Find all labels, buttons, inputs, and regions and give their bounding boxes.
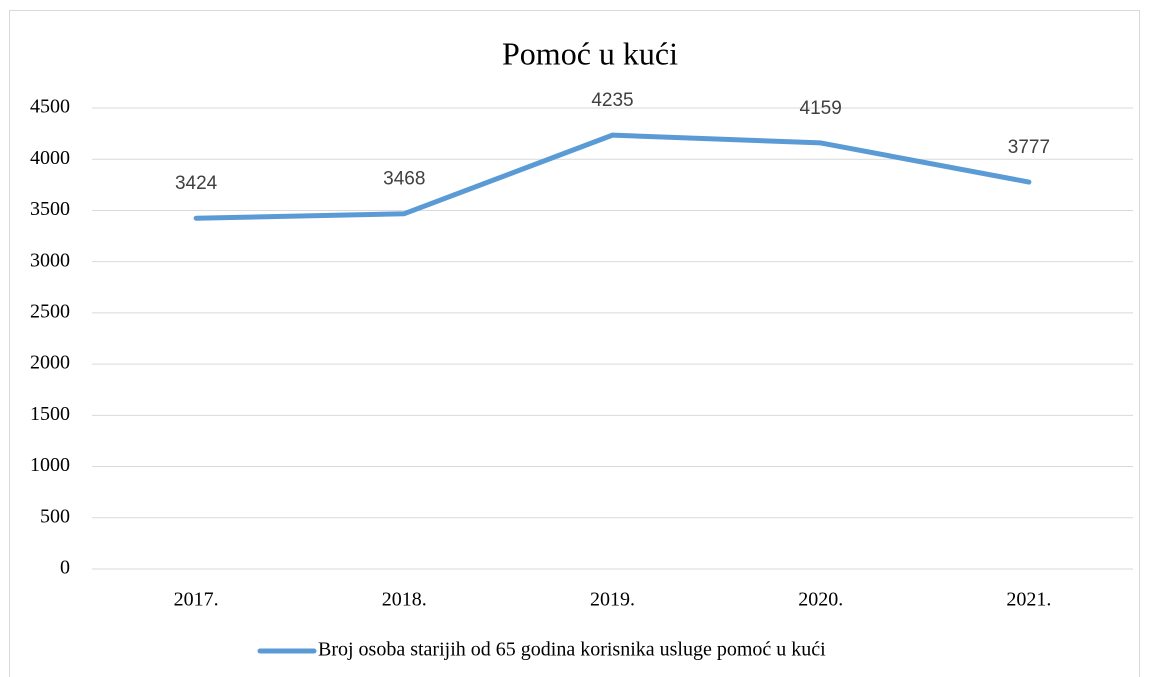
y-tick-label: 0 — [60, 557, 70, 579]
x-tick-label: 2017. — [174, 589, 219, 611]
x-tick-label: 2019. — [590, 589, 635, 611]
data-label: 4235 — [591, 90, 633, 111]
y-tick-label: 500 — [40, 505, 70, 527]
x-tick-label: 2021. — [1006, 589, 1051, 611]
legend-label: Broj osoba starijih od 65 godina korisni… — [318, 639, 826, 661]
y-tick-label: 1500 — [30, 403, 70, 425]
series-line — [193, 132, 1032, 221]
y-tick-label: 4500 — [30, 96, 70, 118]
data-label: 3424 — [175, 173, 218, 194]
y-tick-label: 2500 — [30, 300, 70, 322]
y-tick-label: 3500 — [30, 198, 70, 220]
y-tick-label: 1000 — [30, 454, 70, 476]
data-label: 3777 — [1008, 137, 1050, 158]
data-label: 4159 — [800, 98, 842, 119]
y-tick-label: 4000 — [30, 147, 70, 169]
x-tick-label: 2020. — [798, 589, 843, 611]
x-tick-label: 2018. — [382, 589, 427, 611]
y-tick-label: 3000 — [30, 249, 70, 271]
data-label: 3468 — [383, 169, 425, 190]
chart-title: Pomoć u kući — [502, 35, 678, 71]
chart-border — [9, 10, 1140, 677]
y-tick-label: 2000 — [30, 352, 70, 374]
